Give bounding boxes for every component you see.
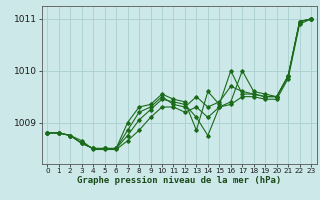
X-axis label: Graphe pression niveau de la mer (hPa): Graphe pression niveau de la mer (hPa) <box>77 176 281 185</box>
